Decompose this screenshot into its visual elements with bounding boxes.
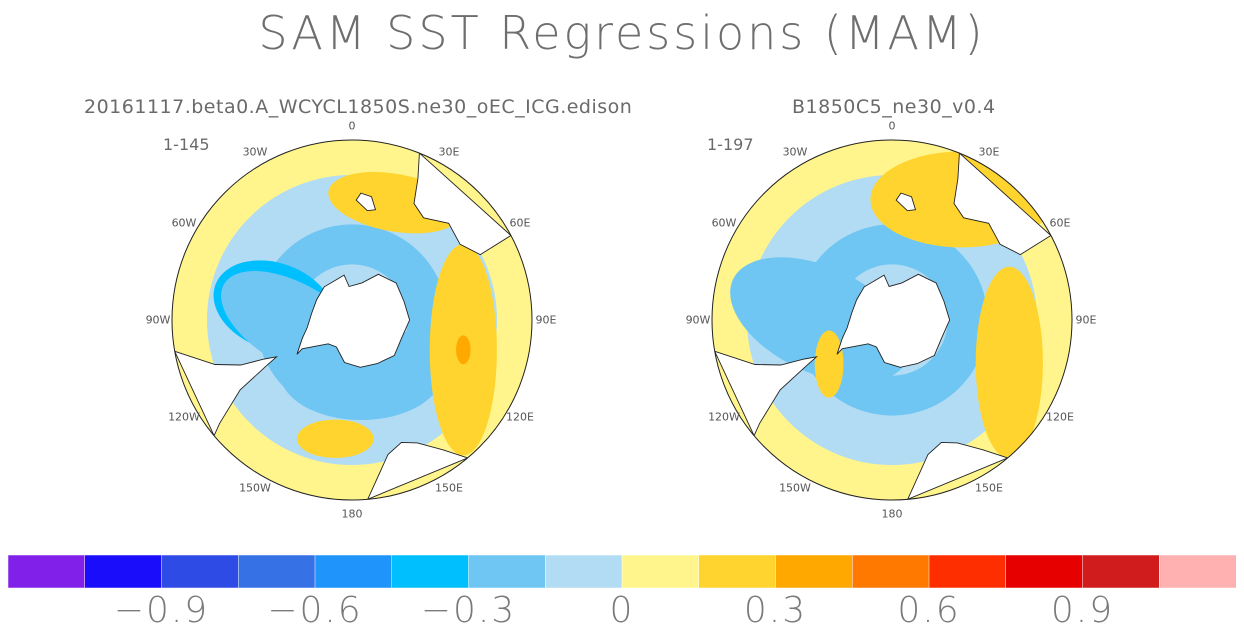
colorbar-swatch xyxy=(314,555,393,588)
colorbar-tick-label: −0.6 xyxy=(267,590,363,631)
colorbar-swatch xyxy=(238,555,316,588)
land-australia xyxy=(953,152,1052,256)
colorbar-swatch xyxy=(391,555,470,588)
land-south-america xyxy=(713,350,818,437)
colorbar-swatch xyxy=(8,555,86,588)
land-new-zealand xyxy=(355,192,377,212)
map-border xyxy=(711,139,1073,501)
lon-label: 0 xyxy=(348,119,356,133)
lon-label: 120E xyxy=(506,410,534,424)
lon-label: 90W xyxy=(145,313,171,327)
lon-label: 120W xyxy=(168,410,200,424)
colorbar-swatch xyxy=(1082,555,1160,588)
panel-title-left: 20161117.beta0.A_WCYCL1850S.ne30_oEC_ICG… xyxy=(84,96,633,118)
colorbar-tick-label: −0.9 xyxy=(113,590,210,631)
figure-title: SAM SST Regressions (MAM) xyxy=(258,6,986,60)
map-field xyxy=(712,140,1072,500)
colorbar-swatch xyxy=(698,555,777,588)
map-field xyxy=(172,140,532,500)
years-label-left: 1-145 xyxy=(163,135,210,154)
map-border xyxy=(171,139,533,501)
colorbar-swatch xyxy=(468,555,546,588)
lon-label: 180 xyxy=(341,507,363,521)
colorbar-tick-label: 0 xyxy=(609,590,635,631)
lon-label: 60E xyxy=(1049,216,1071,230)
lon-label: 150E xyxy=(435,481,463,495)
lon-label: 30E xyxy=(978,145,1000,159)
colorbar-swatch xyxy=(545,555,623,588)
sst-map-right xyxy=(711,139,1073,501)
lon-label: 180 xyxy=(881,507,903,521)
land-antarctica xyxy=(296,273,411,368)
anomaly-feature xyxy=(279,324,443,420)
lon-label: 90W xyxy=(685,313,711,327)
lon-label: 60W xyxy=(171,216,197,230)
anomaly-feature xyxy=(975,266,1043,459)
lon-label: 60W xyxy=(711,216,737,230)
years-label-right: 1-197 xyxy=(707,135,754,154)
lon-label: 30W xyxy=(782,145,808,159)
lon-label: 150E xyxy=(975,481,1003,495)
lon-label: 30W xyxy=(242,145,268,159)
colorbar-tick-label: −0.3 xyxy=(420,590,517,631)
anomaly-feature xyxy=(456,335,471,365)
land-south-america xyxy=(173,350,278,437)
lon-label: 150W xyxy=(239,481,271,495)
colorbar-swatch xyxy=(1005,555,1084,588)
colorbar-swatch xyxy=(928,555,1007,588)
colorbar-swatch xyxy=(161,555,239,588)
lon-label: 0 xyxy=(888,119,896,133)
land-antarctica xyxy=(836,273,951,368)
anomaly-feature xyxy=(296,419,374,458)
lon-label: 120W xyxy=(708,410,740,424)
colorbar-tick-label: 0.3 xyxy=(743,590,808,631)
colorbar-swatch xyxy=(852,555,930,588)
land-australia xyxy=(413,152,512,256)
colorbar-swatch xyxy=(84,555,163,588)
lon-label: 60E xyxy=(509,216,531,230)
sst-map-left xyxy=(171,139,533,501)
lon-label: 90E xyxy=(535,313,557,327)
panel-title-right: B1850C5_ne30_v0.4 xyxy=(792,96,996,118)
anomaly-feature xyxy=(814,330,844,398)
land-new-zealand xyxy=(895,192,917,212)
colorbar-swatch xyxy=(1159,555,1236,588)
colorbar-tick-label: 0.9 xyxy=(1050,590,1115,631)
lon-label: 90E xyxy=(1075,313,1097,327)
colorbar xyxy=(8,555,1236,588)
lon-label: 150W xyxy=(779,481,811,495)
lon-label: 30E xyxy=(438,145,460,159)
colorbar-swatch xyxy=(621,555,700,588)
lon-label: 120E xyxy=(1046,410,1074,424)
colorbar-swatch xyxy=(775,555,853,588)
colorbar-tick-label: 0.6 xyxy=(897,590,961,631)
